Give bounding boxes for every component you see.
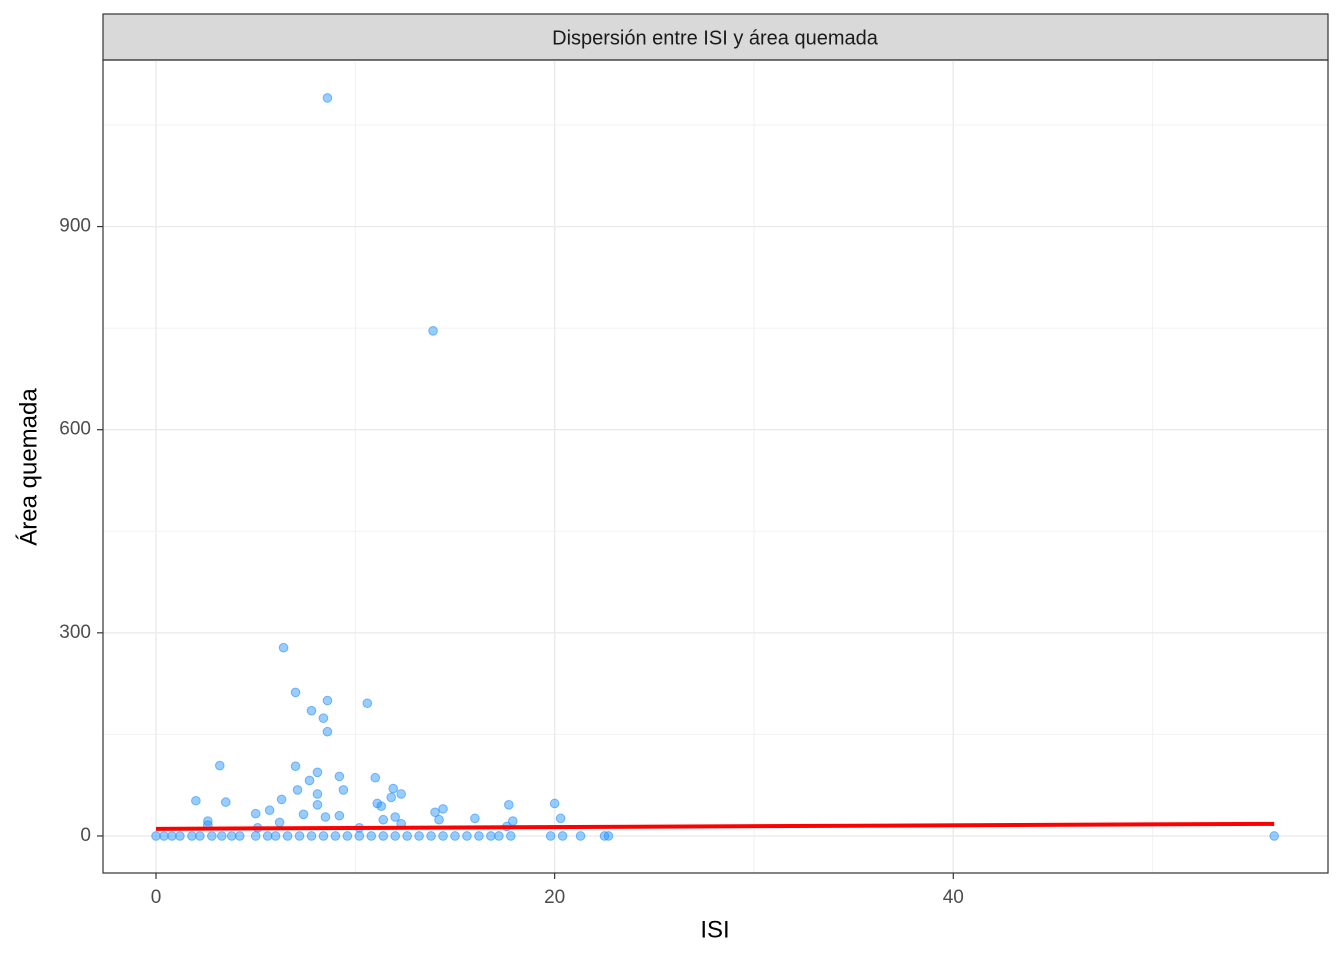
point <box>504 800 514 810</box>
point <box>187 831 197 841</box>
x-tick-label: 0 <box>151 887 162 908</box>
point <box>214 760 225 771</box>
point <box>1269 831 1279 841</box>
point <box>312 767 323 778</box>
point <box>330 831 341 841</box>
point <box>207 831 217 841</box>
point <box>320 812 331 822</box>
point <box>414 831 424 841</box>
point <box>474 831 484 841</box>
point <box>426 831 436 841</box>
point <box>322 695 333 706</box>
y-tick-label: 0 <box>80 825 91 846</box>
point <box>378 814 389 825</box>
point <box>506 831 516 841</box>
point <box>354 831 365 841</box>
point <box>312 800 323 810</box>
fit-line <box>156 821 1275 831</box>
point <box>262 831 273 841</box>
point <box>195 831 205 841</box>
point <box>264 805 275 816</box>
point <box>390 812 400 822</box>
point <box>278 642 289 653</box>
point <box>322 726 333 737</box>
point <box>306 831 317 841</box>
point <box>545 831 556 841</box>
point <box>290 687 301 698</box>
point <box>370 772 381 783</box>
point <box>486 831 496 841</box>
point <box>575 831 586 841</box>
panel-border <box>102 59 1329 874</box>
point <box>304 775 315 786</box>
point <box>191 795 201 806</box>
point <box>366 831 377 841</box>
point <box>322 93 333 103</box>
point <box>378 831 389 841</box>
point <box>250 831 261 841</box>
point <box>342 831 353 841</box>
point <box>462 831 472 841</box>
point <box>298 809 309 820</box>
point <box>338 785 349 795</box>
point <box>226 831 237 841</box>
point <box>430 807 440 818</box>
point <box>388 783 399 794</box>
point <box>390 831 400 841</box>
point <box>434 814 444 825</box>
point <box>276 794 287 805</box>
point <box>220 797 231 807</box>
point <box>402 831 412 841</box>
point <box>376 801 387 811</box>
point <box>270 831 281 841</box>
grid <box>103 60 1328 873</box>
point <box>167 831 177 841</box>
y-axis-title: Área quemada <box>15 388 42 546</box>
point <box>334 771 345 782</box>
point <box>450 831 460 841</box>
point <box>216 831 227 841</box>
point <box>549 798 560 809</box>
point <box>290 761 301 772</box>
point <box>292 785 303 795</box>
marks <box>151 93 1279 841</box>
strip <box>102 13 1329 61</box>
point <box>386 792 397 803</box>
point <box>250 808 261 819</box>
y-tick-label: 600 <box>59 419 91 440</box>
point <box>151 831 161 841</box>
point <box>438 804 448 814</box>
point <box>362 698 373 709</box>
point <box>557 831 568 841</box>
point <box>175 831 185 841</box>
y-tick-label: 900 <box>59 216 91 237</box>
point <box>334 810 345 821</box>
point <box>428 326 438 336</box>
point <box>306 705 317 716</box>
point <box>159 831 169 841</box>
point <box>555 813 566 824</box>
x-tick-label: 40 <box>943 887 964 908</box>
point <box>234 831 245 841</box>
point <box>396 789 406 799</box>
point <box>312 789 323 799</box>
point <box>274 817 285 828</box>
point <box>318 831 329 841</box>
chart-title: Dispersión entre ISI y área quemada <box>552 27 879 49</box>
point <box>603 831 614 841</box>
point <box>282 831 293 841</box>
point <box>494 831 504 841</box>
point <box>318 713 329 723</box>
x-tick-label: 20 <box>544 887 565 908</box>
y-tick-label: 300 <box>59 622 91 643</box>
point <box>470 813 480 824</box>
point <box>294 831 305 841</box>
point <box>438 831 448 841</box>
x-axis-title: ISI <box>700 916 729 943</box>
